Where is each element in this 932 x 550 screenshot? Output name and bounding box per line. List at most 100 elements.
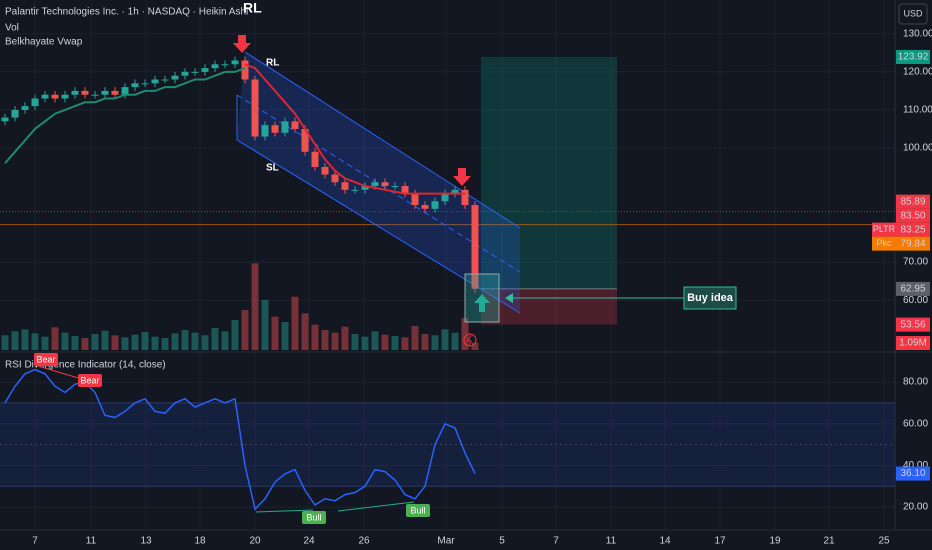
candle-body xyxy=(221,64,229,66)
volume-bar xyxy=(211,328,219,350)
target-zone xyxy=(481,56,617,289)
candle-body xyxy=(391,186,399,188)
x-tick-label: 7 xyxy=(553,536,559,547)
candle-body xyxy=(301,128,309,152)
sell-arrow xyxy=(453,168,471,186)
bull-text: Bull xyxy=(410,505,425,515)
volume-bar xyxy=(161,338,169,350)
candle-body xyxy=(201,68,209,72)
volume-bar xyxy=(11,331,19,350)
x-tick-label: 14 xyxy=(659,536,671,547)
currency-text: USD xyxy=(903,8,923,18)
x-tick-label: 20 xyxy=(249,536,261,547)
volume-bar xyxy=(81,338,89,350)
volume-bar xyxy=(41,336,49,350)
candle-body xyxy=(381,182,389,187)
volume-bar xyxy=(1,335,9,350)
candle-body xyxy=(231,60,239,65)
volume-bar xyxy=(331,332,339,350)
rsi-pane xyxy=(0,368,895,511)
volume-bar xyxy=(241,310,249,350)
y-tick-label: 70.00 xyxy=(903,257,928,268)
y-tick-label: 100.00 xyxy=(903,143,932,154)
volume-label: 1.09M xyxy=(899,338,927,349)
volume-bar xyxy=(261,300,269,350)
channel-top xyxy=(244,51,521,229)
candle-body xyxy=(151,79,159,84)
rsi-tick-label: 20.00 xyxy=(903,502,928,513)
price-label-box xyxy=(896,194,930,209)
rsi-tick-label: 40.00 xyxy=(903,460,928,471)
candle-body xyxy=(61,94,69,99)
volume-bar xyxy=(141,332,149,350)
rsi-title: RSI Divergence Indicator (14, close) xyxy=(5,360,166,371)
price-label: 53.56 xyxy=(900,319,925,330)
price-tag: Pkc xyxy=(876,238,892,248)
volume-bar xyxy=(61,332,69,350)
axis-labels: 7 11 13 18 20 24 26 Mar 5 7 11 14 17 19 21 25 130.00 120.… xyxy=(32,28,932,546)
candle-body xyxy=(461,189,469,206)
rsi-label: 36.10 xyxy=(900,468,925,479)
volume-bar xyxy=(361,336,369,350)
candle-body xyxy=(421,205,429,209)
volume-bar xyxy=(111,335,119,350)
volume-bar xyxy=(401,337,409,350)
event-icon xyxy=(467,334,472,347)
volume-bar xyxy=(231,320,239,350)
volume-bar xyxy=(301,313,309,350)
candle-body xyxy=(111,90,119,95)
vwap-line xyxy=(4,67,246,164)
x-tick-label: 24 xyxy=(303,536,315,547)
volume-bar xyxy=(91,334,99,350)
x-tick-label: 5 xyxy=(499,536,505,547)
volume-bar xyxy=(121,337,129,350)
candle-body xyxy=(11,109,19,118)
bull-tag xyxy=(406,504,430,517)
x-tick-label: 13 xyxy=(140,536,152,547)
volume-bar xyxy=(181,330,189,350)
volume-bar xyxy=(451,332,459,350)
volume-bar xyxy=(271,316,279,350)
x-tick-label: 26 xyxy=(358,536,370,547)
volume-bar xyxy=(281,322,289,350)
candle-body xyxy=(431,201,439,209)
candle-body xyxy=(81,90,89,95)
vol-legend: Vol xyxy=(5,23,19,34)
candle-body xyxy=(331,174,339,183)
volume-bar xyxy=(21,329,29,350)
candle-body xyxy=(101,90,109,95)
candle-body xyxy=(71,90,79,95)
bull-line xyxy=(255,509,314,513)
x-tick-label: 19 xyxy=(769,536,781,547)
volume-bar xyxy=(291,296,299,350)
volume-bar xyxy=(421,334,429,350)
y-tick-label: 110.00 xyxy=(903,105,932,116)
volume-bar xyxy=(311,324,319,350)
candle-body xyxy=(131,83,139,88)
candle-body xyxy=(311,151,319,167)
price-label-box xyxy=(896,49,930,64)
candle-body xyxy=(31,98,39,107)
volume-bar xyxy=(471,342,479,350)
bear-text: Bear xyxy=(36,354,55,364)
candle-body xyxy=(401,186,409,194)
volume-bar xyxy=(431,335,439,350)
vwap-line xyxy=(244,63,465,195)
volume-bar xyxy=(201,335,209,350)
candle-body xyxy=(211,64,219,69)
candle-body xyxy=(181,71,189,76)
buy-idea-text: Buy idea xyxy=(687,292,734,304)
y-tick-label: 60.00 xyxy=(903,295,928,306)
price-label: 85.89 xyxy=(900,196,925,207)
candle-body xyxy=(471,205,479,289)
price-label: 83.50 xyxy=(900,210,925,221)
price-pane xyxy=(1,56,479,350)
candle-body xyxy=(161,79,169,81)
candle-body xyxy=(291,121,299,129)
currency-button[interactable] xyxy=(898,3,928,25)
price-tag-box xyxy=(872,236,896,251)
x-tick-label: 11 xyxy=(86,536,97,547)
y-tick-label: 120.00 xyxy=(903,67,932,78)
x-tick-label: Mar xyxy=(437,536,455,547)
